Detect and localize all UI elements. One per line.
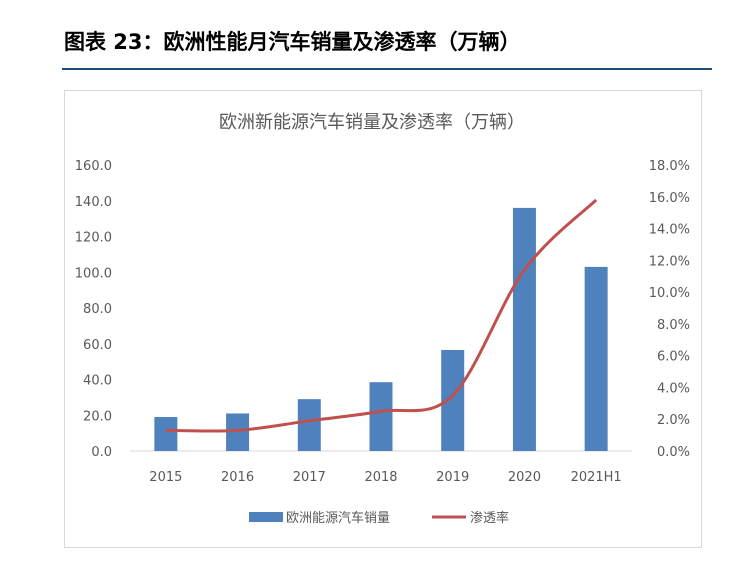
sales-bar (441, 350, 465, 451)
left-axis: 0.0 20.0 40.0 60.0 80.0 100.0 120.0 140.0 160.0 (75, 159, 112, 460)
sales-bar (226, 413, 250, 451)
left-tick-label: 60.0 (83, 338, 112, 353)
x-axis: 2015 2016 2017 2018 2019 2020 2021H1 (149, 470, 621, 485)
right-tick-label: 2.0% (657, 413, 690, 428)
right-tick-label: 14.0% (649, 223, 690, 238)
left-tick-label: 40.0 (83, 374, 112, 389)
left-tick-label: 20.0 (83, 409, 112, 424)
right-tick-label: 18.0% (649, 159, 690, 174)
right-tick-label: 0.0% (657, 445, 690, 460)
x-tick-label: 2017 (293, 470, 326, 485)
legend: 欧洲能源汽车销量 渗透率 (249, 510, 509, 526)
left-tick-label: 140.0 (75, 195, 112, 210)
title-rule (62, 68, 712, 70)
sales-bar (297, 399, 321, 451)
left-tick-label: 80.0 (83, 302, 112, 317)
left-tick-label: 0.0 (91, 445, 112, 460)
x-tick-label: 2019 (436, 470, 469, 485)
right-tick-label: 4.0% (657, 381, 690, 396)
sales-bar (512, 207, 536, 451)
legend-label-rate: 渗透率 (470, 510, 509, 526)
x-tick-label: 2020 (508, 470, 541, 485)
left-tick-label: 120.0 (75, 231, 112, 246)
sales-bar (154, 417, 178, 451)
x-tick-label: 2016 (221, 470, 254, 485)
sales-bar (369, 382, 393, 451)
figure-label: 图表 23：欧洲性能月汽车销量及渗透率（万辆） (64, 30, 521, 54)
right-tick-label: 10.0% (649, 286, 690, 301)
right-tick-label: 8.0% (657, 318, 690, 333)
left-tick-label: 160.0 (75, 159, 112, 174)
right-tick-label: 16.0% (649, 191, 690, 206)
right-axis: 0.0% 2.0% 4.0% 6.0% 8.0% 10.0% 12.0% 14.0% 16.0%… (649, 159, 690, 460)
left-tick-label: 100.0 (75, 266, 112, 281)
rate-line (165, 198, 598, 433)
x-tick-label: 2021H1 (571, 470, 622, 485)
bar-series (154, 207, 608, 451)
legend-label-sales: 欧洲能源汽车销量 (286, 510, 390, 526)
x-tick-label: 2018 (364, 470, 397, 485)
chart-title: 欧洲新能源汽车销量及渗透率（万辆） (219, 112, 525, 133)
sales-bar (584, 266, 608, 451)
legend-swatch-sales (249, 512, 283, 522)
right-tick-label: 12.0% (649, 254, 690, 269)
x-tick-label: 2015 (149, 470, 182, 485)
right-tick-label: 6.0% (657, 350, 690, 365)
